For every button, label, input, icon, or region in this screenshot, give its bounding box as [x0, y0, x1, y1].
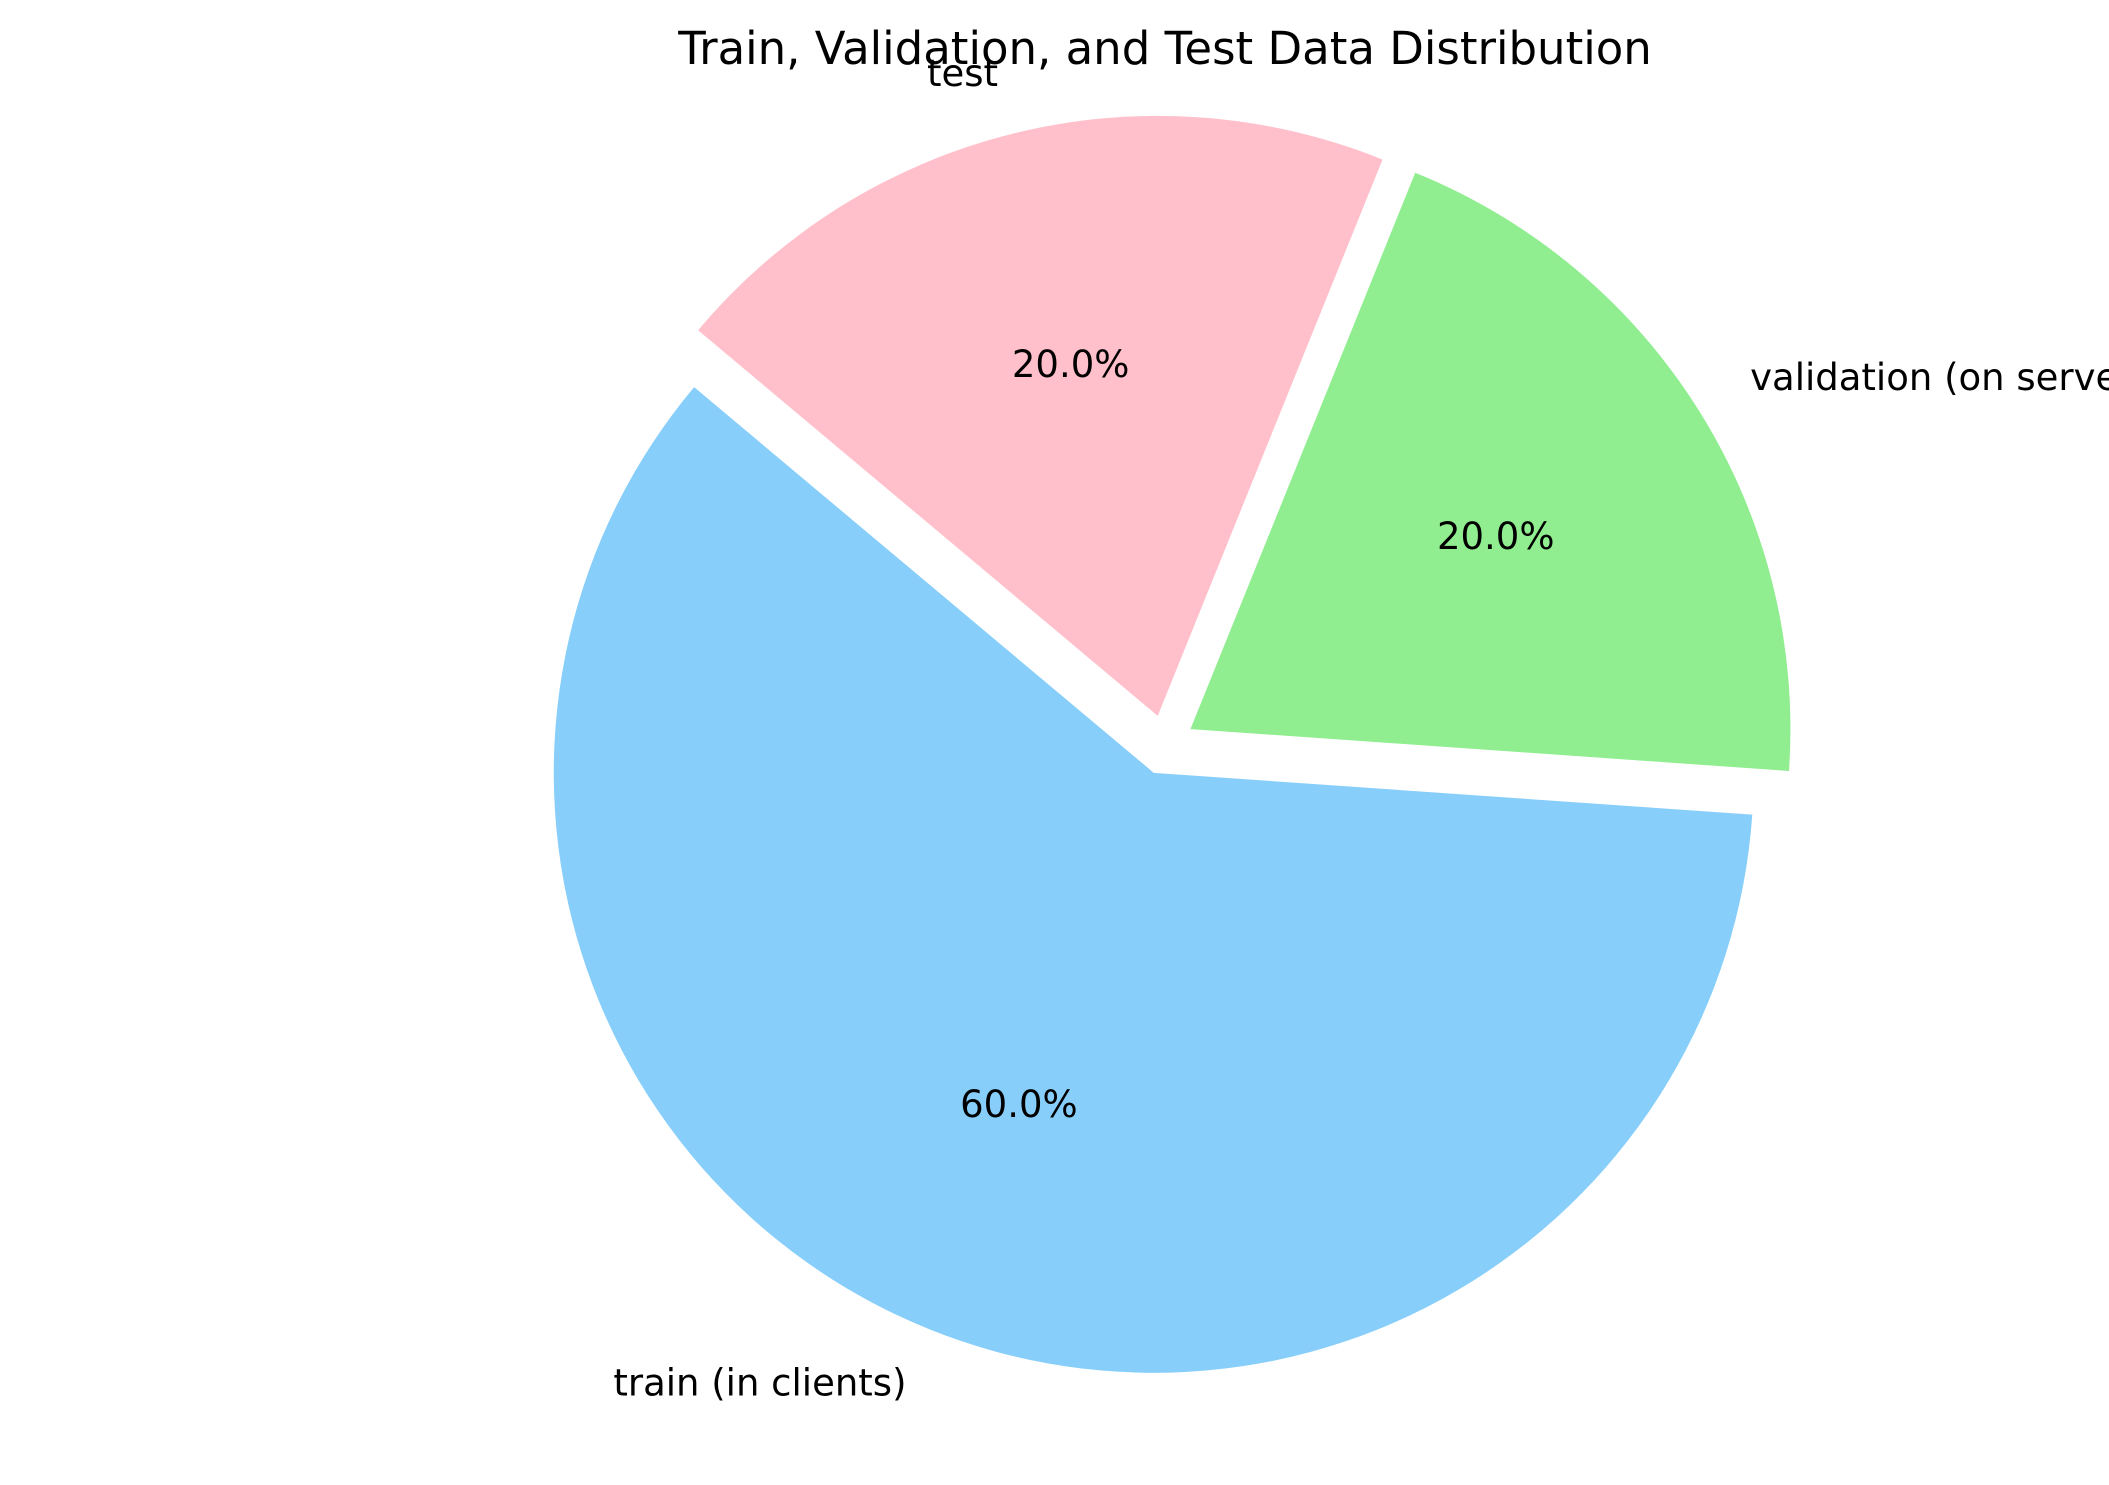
- pie-slice-train-in-clients: [553, 387, 1753, 1373]
- pct-label-test: 20.0%: [1012, 343, 1130, 386]
- slice-label-test: test: [927, 52, 998, 95]
- pie-slice-validation-on-server: [1190, 172, 1791, 771]
- pct-label-validation-on-server: 20.0%: [1437, 515, 1555, 558]
- pie-slice-test: [698, 115, 1383, 716]
- pct-label-train-in-clients: 60.0%: [960, 1083, 1078, 1126]
- pie-slices: [553, 115, 1791, 1373]
- slice-label-train-in-clients: train (in clients): [613, 1361, 906, 1404]
- slice-label-validation-on-server: validation (on server): [1750, 356, 2109, 399]
- pie-labels: train (in clients) 60.0% validation (on se…: [613, 52, 2109, 1404]
- chart-title: Train, Validation, and Test Data Distrib…: [677, 22, 1652, 75]
